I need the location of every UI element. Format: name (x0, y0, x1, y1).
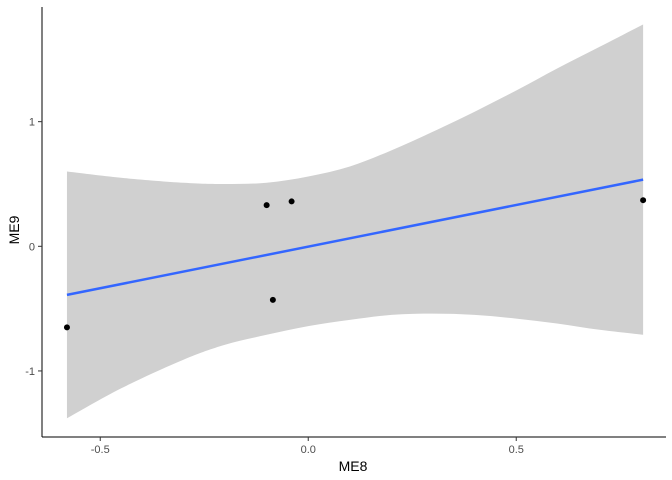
data-point (269, 296, 276, 303)
data-point (63, 324, 70, 331)
x-axis-title: ME8 (339, 458, 368, 474)
data-point (288, 198, 295, 205)
y-axis-title: ME9 (6, 215, 22, 244)
x-tick-label: 0.0 (301, 444, 316, 456)
x-tick-label: -0.5 (91, 444, 110, 456)
points-layer (63, 197, 647, 331)
y-tick-label: -1 (25, 366, 35, 378)
fit-line-layer (66, 178, 644, 297)
x-tick-label: 0.5 (509, 444, 524, 456)
data-point (640, 197, 647, 204)
confidence-band-layer (66, 24, 644, 419)
regression-line (66, 178, 644, 297)
data-point (263, 202, 270, 209)
axes-layer: -0.5 0.0 0.5 -1 0 1 (25, 7, 666, 456)
y-tick-label: 0 (29, 241, 35, 253)
y-tick-label: 1 (29, 117, 35, 129)
confidence-band (66, 24, 644, 419)
